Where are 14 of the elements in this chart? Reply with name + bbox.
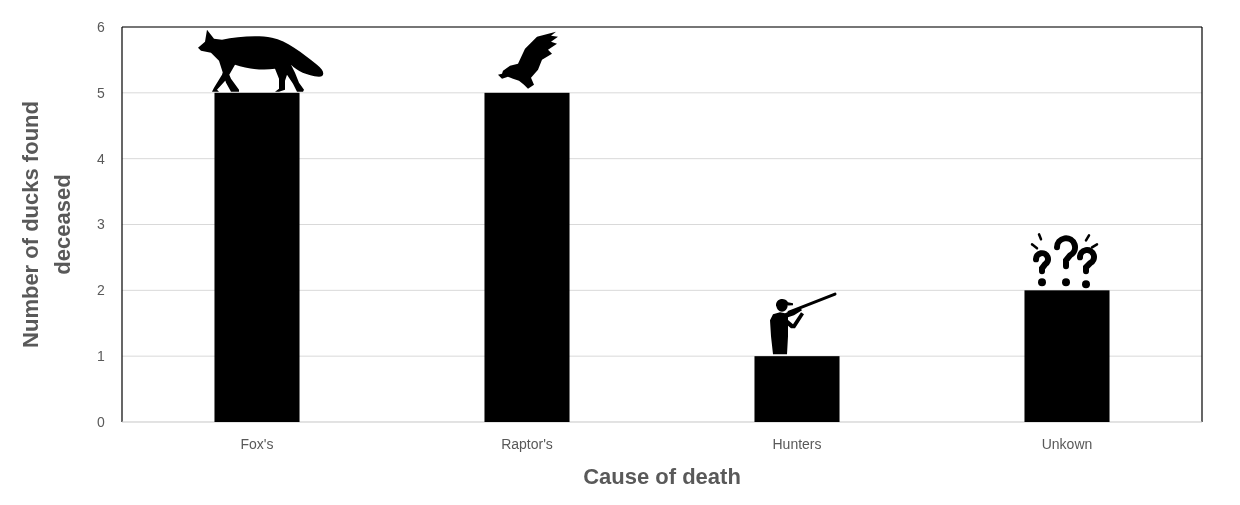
y-tick-label: 4 — [97, 150, 106, 167]
y-tick-label: 6 — [97, 18, 106, 35]
y-tick-label: 0 — [97, 413, 106, 430]
y-tick-label: 5 — [97, 84, 106, 101]
x-tick-label: Unkown — [1041, 436, 1093, 452]
y-tick-label: 1 — [97, 348, 106, 365]
y-axis-title: Number of ducks found deceased — [17, 101, 75, 348]
x-tick-label: Raptor's — [501, 436, 553, 452]
x-axis-title: Cause of death — [583, 464, 741, 489]
x-tick-label: Fox's — [240, 436, 274, 452]
x-tick-label: Hunters — [772, 436, 822, 452]
y-tick-label: 3 — [97, 216, 106, 233]
y-tick-label: 2 — [97, 282, 106, 299]
bar — [484, 92, 570, 422]
